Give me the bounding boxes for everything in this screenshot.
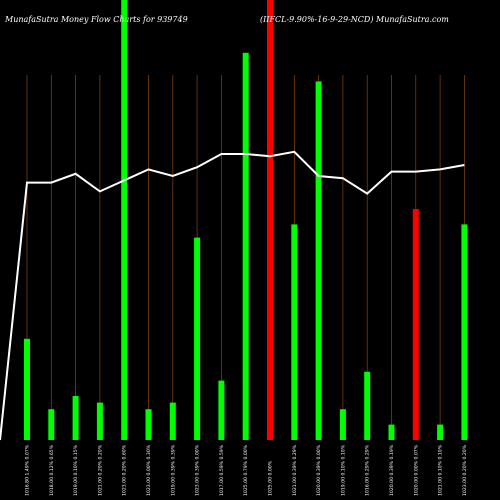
x-tick-label: 1020.00 0.39% 0.19% [389,444,395,496]
bar [24,338,30,440]
bar [96,402,103,440]
bar [242,52,249,441]
x-tick-label: 1023.00 0.20% 0.20% [462,444,468,496]
bar [72,396,79,440]
bar [437,424,444,440]
x-tick-label: 1021.00 0.10% 0.10% [438,444,444,496]
x-tick-label: 1023.00 0.20% 0.60% [122,444,128,496]
bar [121,0,128,440]
x-tick-label: 1025.00 0.00% [268,460,274,496]
line-series [0,150,465,441]
x-tick-label: 1021.00 0.39% 0.29% [292,444,298,496]
bar [194,237,201,440]
bar-series [24,0,468,441]
bar [339,409,346,440]
bar [315,81,322,441]
x-tick-label: 1025.00 0.79% 0.00% [243,444,249,496]
x-tick-label: 1020.00 0.00% 0.07% [413,444,419,496]
bar [412,209,419,440]
x-tick-label: 1016.00 0.29% 0.29% [365,444,371,496]
bar [461,224,468,440]
x-tick-label: 1019.00 0.39% 0.39% [170,444,176,496]
bar [145,409,152,440]
chart-header-left: MunafaSutra Money Flow Charts for 939749 [4,15,188,24]
bar [267,0,273,440]
x-tick-labels: 1016.80 1.49% 0.07% 1018.00 0.12% 0.65% 10… [25,444,468,496]
chart-header-right: (IIFCL-9.90%-16-9-29-NCD) MunafaSutra.co… [260,15,449,24]
bar [169,402,176,440]
bar [291,224,298,440]
x-tick-label: 1017.00 0.59% 0.59% [219,444,225,496]
x-tick-label: 1020.00 0.39% 0.00% [316,444,322,496]
x-tick-label: 1019.00 0.10% 0.15% [73,444,79,496]
x-tick-label: 1016.80 1.49% 0.07% [25,444,31,496]
money-flow-line [0,150,465,441]
bar [364,371,371,440]
x-tick-label: 1023.00 0.00% 0.30% [146,444,152,496]
bar [48,409,55,440]
x-tick-label: 1021.00 0.20% 0.20% [97,444,103,496]
x-tick-label: 1023.00 0.39% 0.00% [195,444,201,496]
x-tick-label: 1018.00 0.12% 0.65% [49,444,55,496]
bar [218,380,225,440]
x-tick-label: 1019.00 0.10% 0.10% [340,444,346,496]
bar [388,424,395,440]
